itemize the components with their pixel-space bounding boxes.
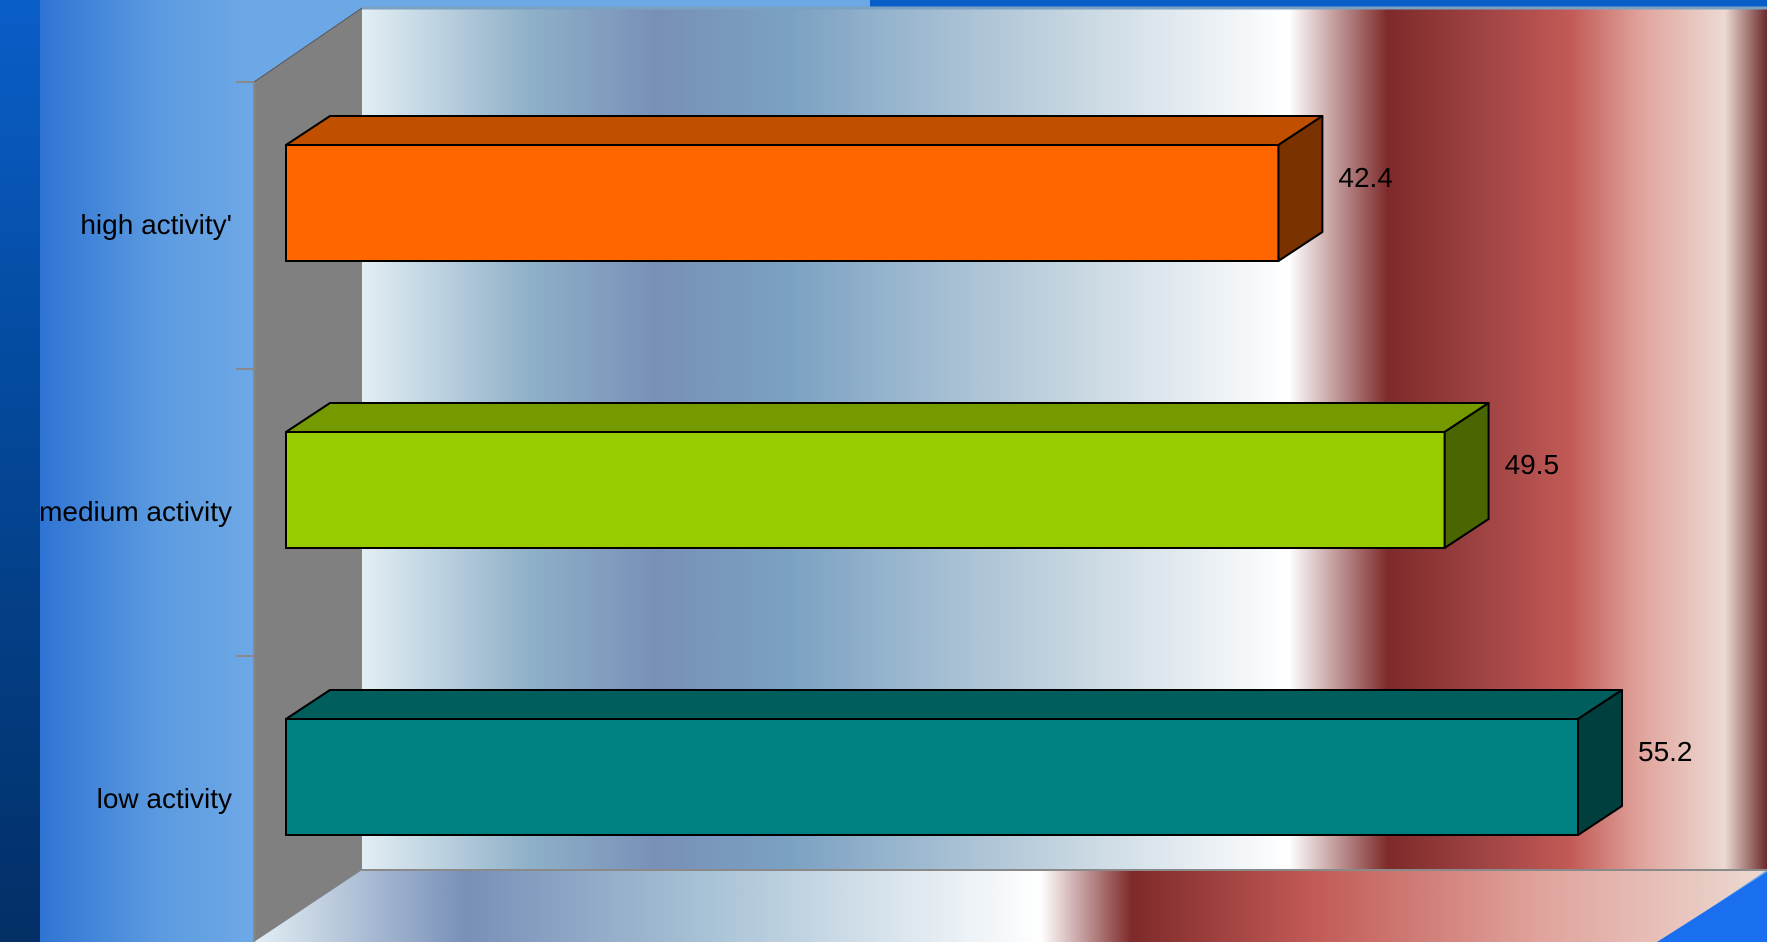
bar-top-face [285,689,1623,720]
bar-front-face [285,431,1446,549]
value-label: 42.4 [1338,162,1393,193]
bar-top-face [285,115,1324,146]
slide-left-strip [0,0,40,942]
chart-floor [254,870,1767,942]
bar-front-face [285,718,1579,836]
value-labels-group: 42.4 49.5 55.2 [1338,162,1692,767]
value-label: 49.5 [1505,449,1560,480]
bar-1 [285,402,1490,549]
slide-top-strip [870,0,1767,8]
category-label: high activity' [80,209,232,240]
bar-0 [285,115,1324,262]
category-label: low activity [96,783,232,814]
category-label: medium activity [39,496,232,527]
value-label: 55.2 [1638,736,1693,767]
side-wall-edge [253,7,363,83]
bar-2 [285,689,1623,836]
axis-ticks [236,81,254,657]
bar-top-face [285,402,1490,433]
bars-group [285,115,1623,836]
bar-front-face [285,144,1280,262]
slide-corner-accent [1657,872,1767,942]
